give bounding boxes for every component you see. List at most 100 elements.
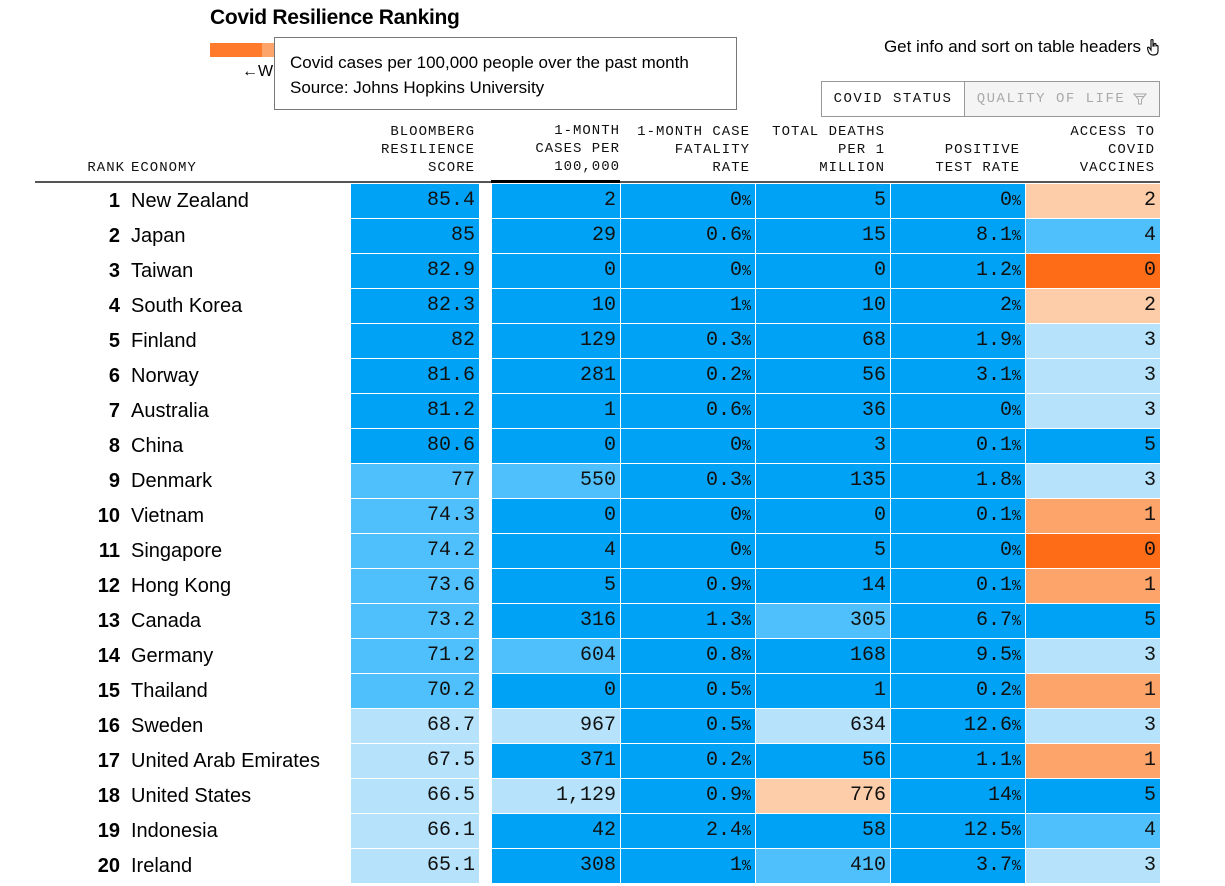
- cell-rank: 6: [108, 365, 120, 387]
- cell-positive-test-rate: 2%: [891, 289, 1025, 323]
- cell-total-deaths: 5: [756, 534, 890, 568]
- cell-economy: Australia: [131, 400, 209, 422]
- header-resilience-score[interactable]: BLOOMBERG RESILIENCE SCORE: [380, 124, 475, 176]
- cell-vaccine-access: 2: [1026, 289, 1160, 323]
- tooltip-source: Source: Johns Hopkins University: [290, 78, 545, 97]
- table-row: 9 Denmark 77 550 0.3% 135 1.8% 3: [0, 464, 1225, 499]
- header-rank[interactable]: RANK: [87, 160, 125, 176]
- cell-positive-test-rate: 0.2%: [891, 674, 1025, 708]
- cell-total-deaths: 410: [756, 849, 890, 883]
- cell-cases: 281: [492, 359, 620, 393]
- cell-total-deaths: 56: [756, 359, 890, 393]
- table-row: 1 New Zealand 85.4 2 0% 5 0% 2: [0, 184, 1225, 219]
- cell-total-deaths: 776: [756, 779, 890, 813]
- cell-rank: 9: [108, 470, 120, 492]
- tab-covid-status[interactable]: COVID STATUS: [822, 82, 965, 116]
- sort-hint-label: Get info and sort on table headers: [883, 37, 1141, 56]
- cell-economy: Japan: [131, 225, 186, 247]
- cell-economy: South Korea: [131, 295, 243, 317]
- cell-total-deaths: 135: [756, 464, 890, 498]
- cell-vaccine-access: 4: [1026, 814, 1160, 848]
- cell-positive-test-rate: 12.5%: [891, 814, 1025, 848]
- cell-resilience-score: 73.6: [351, 569, 479, 603]
- cell-cases: 2: [492, 184, 620, 218]
- cell-vaccine-access: 3: [1026, 464, 1160, 498]
- cell-cases: 316: [492, 604, 620, 638]
- cell-vaccine-access: 3: [1026, 849, 1160, 883]
- header-economy[interactable]: ECONOMY: [131, 160, 197, 176]
- sort-hint: Get info and sort on table headers: [884, 37, 1159, 57]
- cell-vaccine-access: 3: [1026, 639, 1160, 673]
- cell-positive-test-rate: 1.1%: [891, 744, 1025, 778]
- header-total-deaths[interactable]: TOTAL DEATHS PER 1 MILLION: [772, 124, 885, 176]
- cell-resilience-score: 81.2: [351, 394, 479, 428]
- arrow-left-icon: ←: [242, 63, 258, 80]
- cell-cases: 4: [492, 534, 620, 568]
- header-cases[interactable]: 1-MONTH CASES PER 100,000: [491, 122, 620, 183]
- cell-fatality-rate: 1%: [621, 849, 755, 883]
- cell-positive-test-rate: 6.7%: [891, 604, 1025, 638]
- table-row: 3 Taiwan 82.9 0 0% 0 1.2% 0: [0, 254, 1225, 289]
- table-row: 10 Vietnam 74.3 0 0% 0 0.1% 1: [0, 499, 1225, 534]
- cell-cases: 1,129: [492, 779, 620, 813]
- cell-cases: 29: [492, 219, 620, 253]
- cell-vaccine-access: 3: [1026, 709, 1160, 743]
- cell-positive-test-rate: 0%: [891, 184, 1025, 218]
- cell-positive-test-rate: 0%: [891, 534, 1025, 568]
- cell-total-deaths: 56: [756, 744, 890, 778]
- table-row: 15 Thailand 70.2 0 0.5% 1 0.2% 1: [0, 674, 1225, 709]
- header-fatality-rate[interactable]: 1-MONTH CASE FATALITY RATE: [637, 124, 750, 176]
- cell-resilience-score: 66.5: [351, 779, 479, 813]
- cell-cases: 10: [492, 289, 620, 323]
- cell-resilience-score: 82: [351, 324, 479, 358]
- table-row: 20 Ireland 65.1 308 1% 410 3.7% 3: [0, 849, 1225, 884]
- cell-resilience-score: 82.9: [351, 254, 479, 288]
- page-title: Covid Resilience Ranking: [210, 6, 460, 29]
- cell-economy: Singapore: [131, 540, 223, 562]
- cell-resilience-score: 73.2: [351, 604, 479, 638]
- cell-economy: Canada: [131, 610, 202, 632]
- cell-cases: 604: [492, 639, 620, 673]
- cell-resilience-score: 85.4: [351, 184, 479, 218]
- cell-total-deaths: 10: [756, 289, 890, 323]
- cell-resilience-score: 74.3: [351, 499, 479, 533]
- cell-resilience-score: 77: [351, 464, 479, 498]
- cell-cases: 0: [492, 674, 620, 708]
- cell-cases: 967: [492, 709, 620, 743]
- cell-fatality-rate: 0.8%: [621, 639, 755, 673]
- cell-positive-test-rate: 1.2%: [891, 254, 1025, 288]
- cell-economy: Thailand: [131, 680, 208, 702]
- cell-cases: 1: [492, 394, 620, 428]
- back-link[interactable]: ←W: [242, 63, 273, 81]
- cell-resilience-score: 68.7: [351, 709, 479, 743]
- cell-rank: 14: [97, 645, 120, 667]
- tab-quality-of-life[interactable]: QUALITY OF LIFE: [965, 82, 1159, 116]
- header-vaccine-access[interactable]: ACCESS TO COVID VACCINES: [1070, 124, 1155, 176]
- header-positive-test-rate[interactable]: POSITIVE TEST RATE: [935, 142, 1020, 176]
- cell-resilience-score: 82.3: [351, 289, 479, 323]
- cell-positive-test-rate: 3.7%: [891, 849, 1025, 883]
- cell-cases: 0: [492, 499, 620, 533]
- cell-vaccine-access: 4: [1026, 219, 1160, 253]
- cell-rank: 5: [108, 330, 120, 352]
- cell-rank: 4: [108, 295, 120, 317]
- table-row: 14 Germany 71.2 604 0.8% 168 9.5% 3: [0, 639, 1225, 674]
- scale-segment-dark: [210, 43, 262, 57]
- cell-economy: Germany: [131, 645, 214, 667]
- table-row: 19 Indonesia 66.1 42 2.4% 58 12.5% 4: [0, 814, 1225, 849]
- cell-economy: Ireland: [131, 855, 193, 877]
- cell-rank: 15: [97, 680, 120, 702]
- cell-total-deaths: 3: [756, 429, 890, 463]
- cell-resilience-score: 80.6: [351, 429, 479, 463]
- cell-fatality-rate: 2.4%: [621, 814, 755, 848]
- cell-rank: 10: [97, 505, 120, 527]
- cell-positive-test-rate: 0%: [891, 394, 1025, 428]
- cell-rank: 19: [97, 820, 120, 842]
- cell-cases: 5: [492, 569, 620, 603]
- cell-fatality-rate: 0.2%: [621, 359, 755, 393]
- cell-fatality-rate: 0.6%: [621, 219, 755, 253]
- cell-economy: Vietnam: [131, 505, 205, 527]
- cell-fatality-rate: 0%: [621, 499, 755, 533]
- table-row: 2 Japan 85 29 0.6% 15 8.1% 4: [0, 219, 1225, 254]
- cell-rank: 8: [108, 435, 120, 457]
